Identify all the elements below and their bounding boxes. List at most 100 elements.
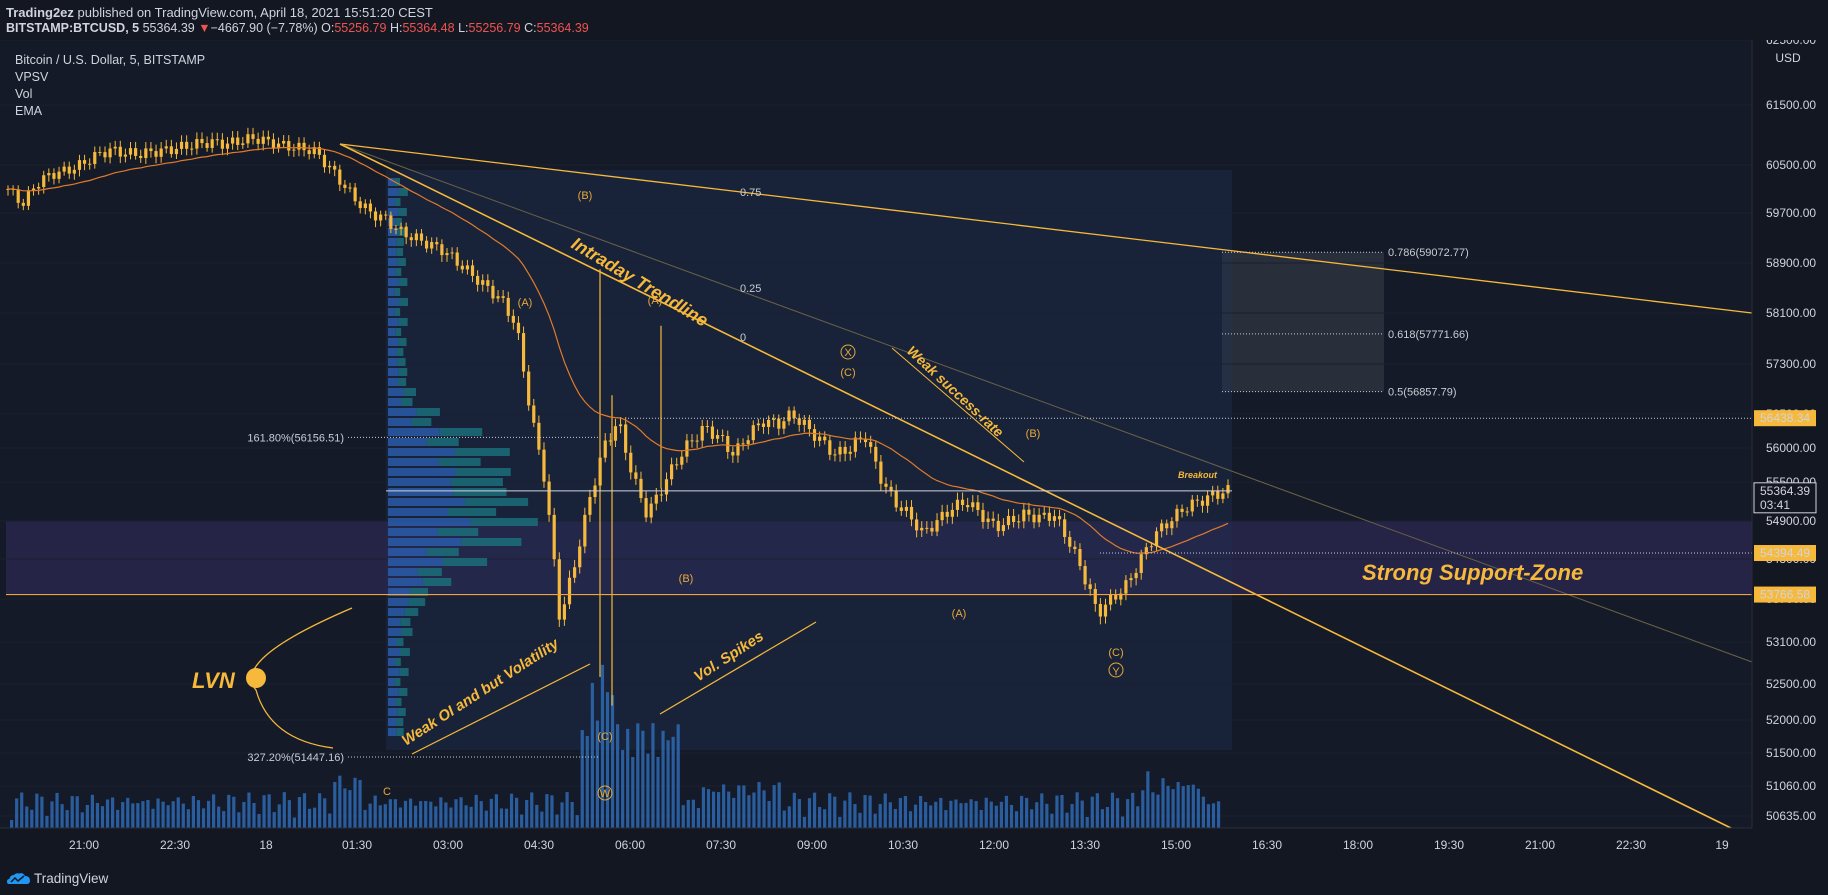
volume-bar-63 <box>328 813 332 828</box>
vp-bar-down-36 <box>388 538 462 546</box>
candle-body-8 <box>47 173 51 176</box>
vp-bar-down-44 <box>388 618 401 626</box>
candle-body-204 <box>1047 512 1051 521</box>
vp-bar-down-27 <box>388 448 455 456</box>
volume-bar-194 <box>989 801 993 828</box>
candle-body-176 <box>904 506 909 511</box>
legend-title[interactable]: Bitcoin / U.S. Dollar, 5, BITSTAMP <box>15 53 206 67</box>
volume-bar-208 <box>1060 794 1064 828</box>
volume-bar-113 <box>580 730 584 828</box>
vp-bar-down-8 <box>388 258 398 266</box>
vp-bar-down-24 <box>388 418 412 426</box>
candle-body-164 <box>843 446 847 454</box>
candle-body-76 <box>394 228 398 230</box>
candle-body-97 <box>501 296 505 298</box>
candle-body-214 <box>1098 603 1102 617</box>
time-tick-3: 01:30 <box>342 838 372 852</box>
candle-body-224 <box>1149 546 1154 548</box>
candle-body-21 <box>113 146 117 149</box>
volume-bar-2 <box>20 792 24 828</box>
volume-bar-165 <box>843 800 847 828</box>
candle-body-237 <box>1216 490 1220 499</box>
footer: TradingView <box>0 860 1828 895</box>
volume-bar-58 <box>302 793 307 828</box>
volume-bar-107 <box>550 795 554 828</box>
candle-body-126 <box>649 503 653 518</box>
wave-label-5: (B) <box>679 573 694 585</box>
vp-bar-down-46 <box>388 638 397 646</box>
candle-body-50 <box>261 136 265 144</box>
volume-bar-215 <box>1095 793 1099 828</box>
vp-bar-down-50 <box>388 678 395 686</box>
volume-bar-76 <box>393 799 397 828</box>
price-tag-3: 53766.58 <box>1760 588 1810 602</box>
volume-bar-36 <box>191 796 195 828</box>
mid-channel-line <box>339 143 1753 663</box>
vp-bar-up-26 <box>426 438 459 446</box>
vp-bar-up-27 <box>454 448 510 456</box>
candle-body-98 <box>506 297 510 316</box>
candle-body-72 <box>373 211 378 221</box>
volume-bar-79 <box>408 798 413 828</box>
tradingview-brand[interactable]: TradingView <box>34 871 109 886</box>
volume-bar-168 <box>858 812 862 828</box>
volume-bar-52 <box>272 812 276 828</box>
candle-body-231 <box>1185 511 1189 513</box>
volume-bar-86 <box>444 802 448 828</box>
legend-indicator-vpsv[interactable]: VPSV <box>15 70 49 84</box>
candle-body-199 <box>1022 509 1026 522</box>
volume-bar-226 <box>1151 792 1155 828</box>
volume-bar-163 <box>833 796 837 828</box>
candle-body-159 <box>818 436 822 441</box>
volume-bar-120 <box>616 724 620 828</box>
volume-bar-26 <box>141 801 145 828</box>
publisher-name[interactable]: Trading2ez <box>6 5 74 20</box>
volume-bar-167 <box>853 804 857 828</box>
candle-body-203 <box>1042 512 1046 515</box>
candle-body-51 <box>266 136 270 140</box>
vp-bar-up-11 <box>394 288 401 296</box>
candle-body-112 <box>578 546 582 568</box>
vp-bar-up-36 <box>461 538 522 546</box>
candle-body-19 <box>103 152 107 158</box>
volume-bar-112 <box>575 815 579 828</box>
tradingview-logo-icon[interactable] <box>6 870 32 886</box>
vp-bar-down-37 <box>388 548 427 556</box>
volume-bar-115 <box>590 682 594 828</box>
volume-bar-15 <box>85 804 89 828</box>
candle-body-90 <box>465 265 470 270</box>
vp-bar-up-9 <box>395 268 402 276</box>
volume-bar-153 <box>782 810 786 828</box>
candle-body-89 <box>460 265 464 270</box>
volume-bar-64 <box>333 781 337 828</box>
vp-bar-up-24 <box>411 418 432 426</box>
price-tick-13: 53100.00 <box>1766 635 1816 649</box>
volume-bar-133 <box>681 805 685 828</box>
wave-label-0: (B) <box>578 190 593 202</box>
time-tick-17: 22:30 <box>1616 838 1646 852</box>
candle-body-180 <box>925 527 929 529</box>
candle-body-45 <box>236 137 240 145</box>
legend-indicator-ema[interactable]: EMA <box>15 104 43 118</box>
candle-body-128 <box>659 494 663 496</box>
vp-bar-up-32 <box>465 498 529 506</box>
volume-bar-190 <box>969 799 973 828</box>
legend-indicator-vol[interactable]: Vol <box>15 87 33 101</box>
volume-bar-28 <box>151 808 155 828</box>
time-tick-1: 22:30 <box>160 838 190 852</box>
vp-bar-up-23 <box>416 408 440 416</box>
volume-bar-67 <box>348 790 352 828</box>
vp-bar-down-14 <box>388 318 399 326</box>
volume-bar-124 <box>636 723 640 828</box>
vp-bar-up-28 <box>438 458 481 466</box>
candle-body-47 <box>246 134 250 144</box>
candle-body-58 <box>302 142 306 151</box>
vp-bar-up-38 <box>442 558 488 566</box>
volume-bar-189 <box>964 802 968 828</box>
candle-body-29 <box>154 151 158 157</box>
vp-bar-up-53 <box>397 708 406 716</box>
price-tag-bg-3 <box>1754 586 1816 603</box>
volume-bar-104 <box>535 804 539 828</box>
time-tick-6: 06:00 <box>615 838 645 852</box>
